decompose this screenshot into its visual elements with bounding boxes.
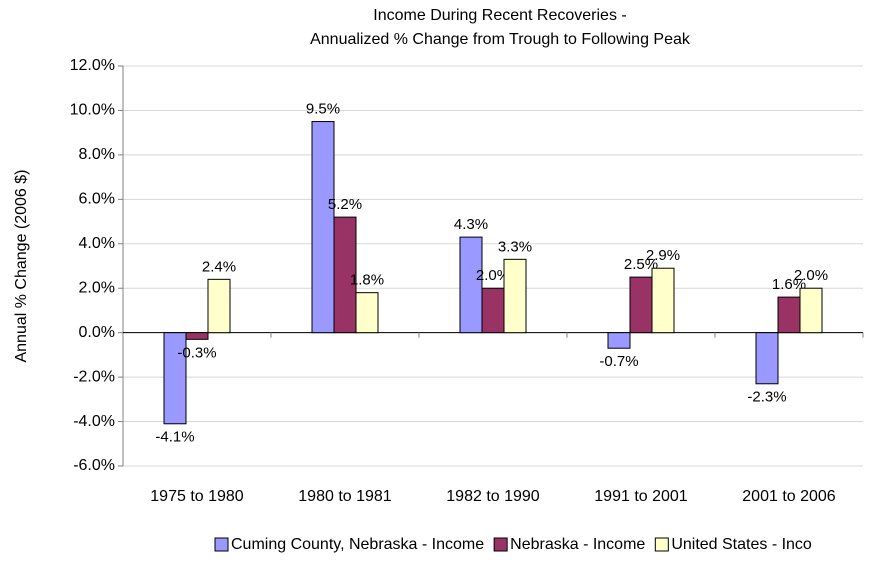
y-tick-label: 6.0%	[79, 191, 115, 208]
bar	[503, 258, 527, 334]
legend-swatch	[214, 537, 229, 552]
value-label: 1.6%	[772, 276, 806, 293]
bar	[163, 332, 187, 425]
chart-title: Income During Recent Recoveries -	[373, 7, 626, 24]
bar	[799, 287, 823, 334]
bar	[459, 236, 483, 334]
x-tick-label: 1982 to 1990	[446, 488, 540, 505]
legend-swatch	[493, 537, 508, 552]
value-label: 2.0%	[476, 267, 510, 284]
x-tick-label: 1991 to 2001	[594, 488, 688, 505]
value-label: 4.3%	[454, 216, 488, 233]
y-tick-label: 0.0%	[79, 324, 115, 341]
bar	[629, 276, 653, 334]
legend-label: Nebraska - Income	[510, 536, 645, 553]
y-tick-label: -2.0%	[73, 368, 115, 385]
value-label: 2.0%	[794, 267, 828, 284]
y-tick-label: -6.0%	[73, 457, 115, 474]
y-tick-label: 10.0%	[70, 102, 115, 119]
y-tick-label: 8.0%	[79, 146, 115, 163]
value-label: 5.2%	[328, 196, 362, 213]
value-label: 1.8%	[350, 272, 384, 289]
value-label: 2.4%	[202, 258, 236, 275]
legend-label: United States - Inco	[671, 536, 812, 553]
value-label: -0.7%	[599, 353, 638, 370]
chart-title: Annualized % Change from Trough to Follo…	[310, 31, 691, 48]
y-tick-label: 2.0%	[79, 279, 115, 296]
bar	[185, 332, 209, 340]
value-label: -4.1%	[155, 429, 194, 446]
legend-label: Cuming County, Nebraska - Income	[231, 536, 484, 553]
bar	[207, 278, 231, 334]
bar	[333, 216, 357, 334]
bar	[481, 287, 505, 334]
y-axis-label: Annual % Change (2006 $)	[13, 169, 30, 362]
value-label: 2.5%	[624, 256, 658, 273]
bar	[777, 296, 801, 334]
value-label: 9.5%	[306, 101, 340, 118]
value-label: 3.3%	[498, 238, 532, 255]
bar	[311, 121, 335, 334]
value-label: 2.9%	[646, 247, 680, 264]
x-tick-label: 1980 to 1981	[298, 488, 392, 505]
legend-swatch	[654, 537, 669, 552]
x-tick-label: 1975 to 1980	[150, 488, 244, 505]
y-tick-label: 12.0%	[70, 57, 115, 74]
y-tick-label: 4.0%	[79, 235, 115, 252]
bar	[355, 292, 379, 334]
bar	[651, 267, 675, 334]
y-tick-label: -4.0%	[73, 413, 115, 430]
bar	[755, 332, 779, 385]
value-label: -0.3%	[177, 344, 216, 361]
value-label: -2.3%	[747, 389, 786, 406]
bar	[607, 332, 631, 349]
x-tick-label: 2001 to 2006	[742, 488, 836, 505]
